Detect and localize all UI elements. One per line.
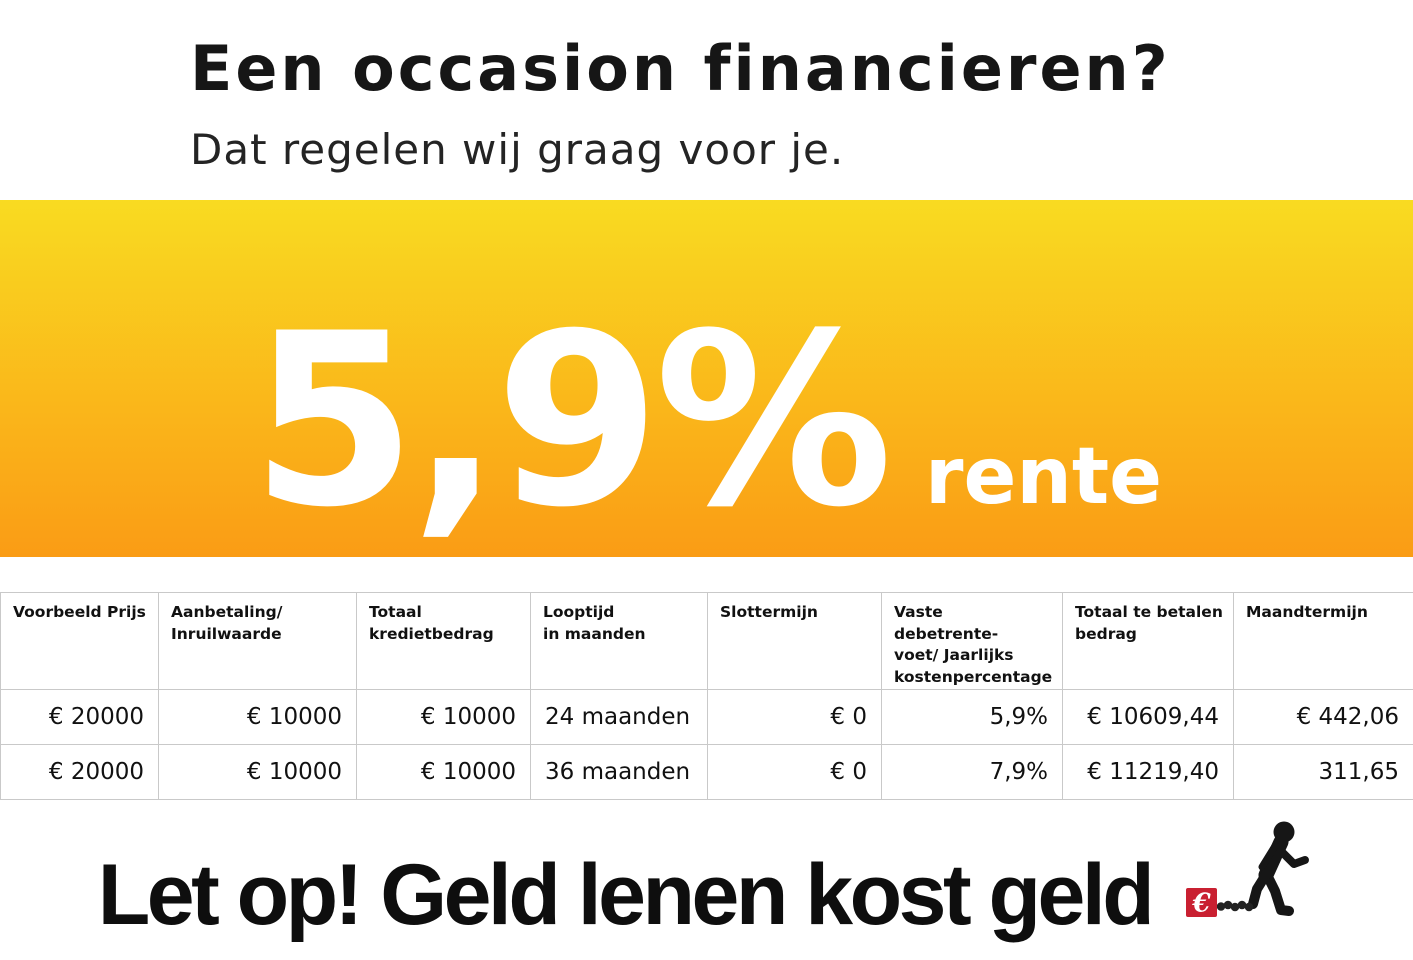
table-cell: 311,65	[1233, 743, 1413, 800]
table-cell: € 20000	[0, 743, 159, 800]
page-subtitle: Dat regelen wij graag voor je.	[190, 125, 845, 175]
table-row: € 20000 € 10000 € 10000 36 maanden € 0 7…	[0, 743, 1413, 800]
header-cell-voorbeeld-prijs: Voorbeeld Prijs	[0, 592, 159, 690]
table-cell: 7,9%	[881, 743, 1063, 800]
rate-promo-banner: 5,9% rente	[0, 200, 1413, 557]
euro-symbol: €	[1192, 889, 1212, 919]
page-header: Een occasion financieren? Dat regelen wi…	[190, 36, 1171, 174]
euro-block	[1186, 888, 1218, 917]
header-cell-maandtermijn: Maandtermijn	[1233, 592, 1413, 690]
credit-warning: Let op! Geld lenen kost geld €	[0, 818, 1413, 942]
finance-example-table: Voorbeeld Prijs Aanbetaling/ Inruilwaard…	[0, 592, 1413, 800]
figure-head	[1273, 821, 1295, 843]
table-cell: € 10000	[158, 688, 357, 745]
interest-rate-label: rente	[924, 432, 1163, 522]
table-cell: € 10000	[158, 743, 357, 800]
header-cell-totaal-te-betalen: Totaal te betalen bedrag	[1062, 592, 1234, 690]
page-title: Een occasion financieren?	[190, 32, 1171, 105]
euro-ball-and-chain-icon: €	[1186, 821, 1310, 919]
interest-rate-value: 5,9%	[250, 283, 893, 560]
table-cell: € 442,06	[1233, 688, 1413, 745]
table-header-row: Voorbeeld Prijs Aanbetaling/ Inruilwaard…	[0, 592, 1413, 690]
table-cell: € 0	[707, 688, 882, 745]
credit-warning-text: Let op! Geld lenen kost geld	[97, 847, 1155, 943]
rate-row: 5,9% rente	[0, 303, 1413, 541]
table-cell: € 0	[707, 743, 882, 800]
header-cell-debetrentevoet: Vaste debetrente- voet/ Jaarlijks kosten…	[881, 592, 1063, 690]
table-cell: € 20000	[0, 688, 159, 745]
header-cell-aanbetaling: Aanbetaling/ Inruilwaarde	[158, 592, 357, 690]
table-cell: € 10000	[356, 688, 531, 745]
table-row: € 20000 € 10000 € 10000 24 maanden € 0 5…	[0, 688, 1413, 745]
header-cell-looptijd: Looptijd in maanden	[530, 592, 708, 690]
table-cell: 5,9%	[881, 688, 1063, 745]
chain-links	[1216, 900, 1254, 912]
table-cell: 24 maanden	[530, 688, 708, 745]
table-cell: € 11219,40	[1062, 743, 1234, 800]
table-cell: 36 maanden	[530, 743, 708, 800]
header-cell-kredietbedrag: Totaal kredietbedrag	[356, 592, 531, 690]
table-cell: € 10609,44	[1062, 688, 1234, 745]
table-cell: € 10000	[356, 743, 531, 800]
header-cell-slottermijn: Slottermijn	[707, 592, 882, 690]
